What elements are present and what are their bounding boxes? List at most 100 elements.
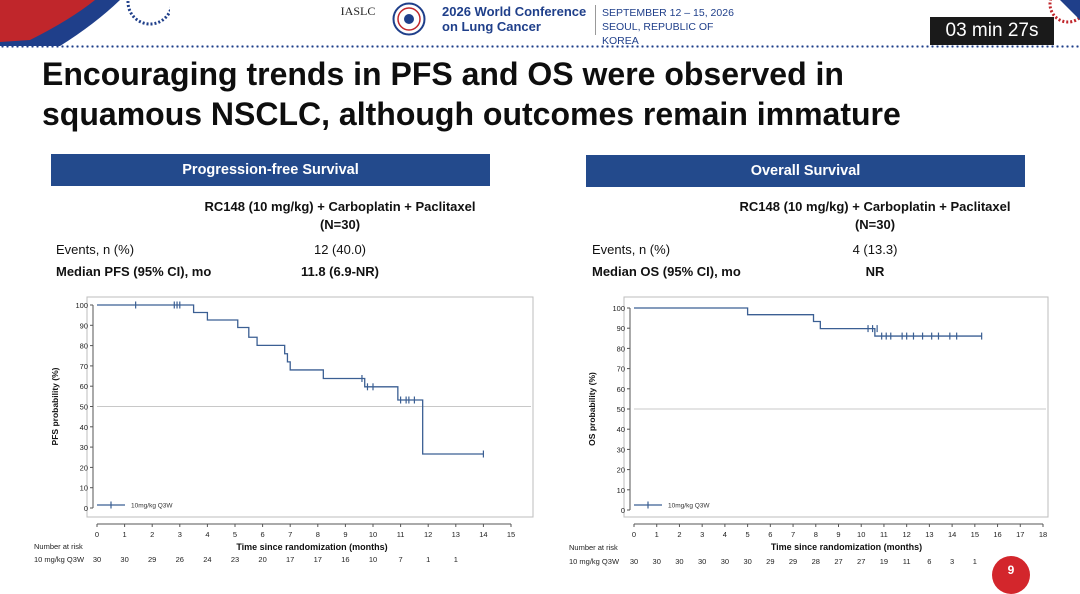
pfs-x-tick-label: 15 (507, 530, 515, 539)
pfs-x-tick-label: 0 (95, 530, 99, 539)
os-x-tick-label: 2 (677, 530, 681, 539)
pfs-risk-table-title: Number at risk (34, 542, 83, 551)
pfs-y-tick-label: 80 (80, 342, 88, 351)
pfs-risk-table-value: 1 (426, 555, 430, 564)
os-median-value: NR (865, 264, 885, 279)
pfs-n-label: (N=30) (319, 217, 361, 232)
pfs-risk-table-value: 29 (148, 555, 156, 564)
os-risk-table-value: 27 (857, 557, 865, 566)
pfs-x-tick-label: 7 (288, 530, 292, 539)
os-plot-frame (623, 296, 1049, 518)
pfs-km-curve (97, 304, 484, 455)
os-x-tick-label: 7 (791, 530, 795, 539)
os-y-tick-label: 80 (617, 344, 625, 353)
os-banner: Overall Survival (586, 155, 1025, 187)
pfs-y-tick-label: 100 (75, 301, 88, 310)
slide-title: Encouraging trends in PFS and OS were ob… (42, 54, 1002, 134)
os-x-tick-label: 1 (655, 530, 659, 539)
os-y-tick-label: 20 (617, 466, 625, 475)
os-km-curve (634, 307, 982, 337)
pfs-y-tick-label: 30 (80, 443, 88, 452)
os-y-tick-label: 90 (617, 324, 625, 333)
pfs-risk-table-value: 17 (286, 555, 294, 564)
os-risk-table-value: 30 (630, 557, 638, 566)
pfs-x-tick-label: 4 (205, 530, 209, 539)
conference-dates-line: SEPTEMBER 12 – 15, 2026 (602, 7, 734, 19)
dotted-divider (0, 44, 1080, 49)
os-treatment-label: RC148 (10 mg/kg) + Carboplatin + Paclita… (739, 199, 1011, 214)
os-events-value: 4 (13.3) (852, 242, 898, 257)
os-legend-label: 10mg/kg Q3W (668, 503, 710, 510)
pfs-x-tick-label: 1 (123, 530, 127, 539)
pfs-risk-table-value: 24 (203, 555, 211, 564)
os-y-tick-label: 50 (617, 405, 625, 414)
pfs-events-value: 12 (40.0) (313, 242, 367, 257)
pfs-y-tick-label: 60 (80, 382, 88, 391)
os-x-tick-label: 3 (700, 530, 704, 539)
os-risk-table-value: 30 (675, 557, 683, 566)
pfs-x-tick-label: 8 (316, 530, 320, 539)
os-risk-table-value: 3 (950, 557, 954, 566)
conference-name: 2026 World Conference on Lung Cancer (442, 4, 592, 34)
pfs-y-tick-label: 90 (80, 321, 88, 330)
os-risk-table-value: 30 (721, 557, 729, 566)
os-x-tick-label: 6 (768, 530, 772, 539)
os-y-tick-label: 30 (617, 445, 625, 454)
os-risk-table-value: 1 (973, 557, 977, 566)
os-y-tick-label: 60 (617, 385, 625, 394)
pfs-risk-table-row-label: 10 mg/kg Q3W (34, 555, 85, 564)
os-risk-table-row-label: 10 mg/kg Q3W (569, 557, 620, 566)
os-risk-table-value: 11 (903, 557, 911, 566)
pfs-risk-table-value: 30 (93, 555, 101, 564)
os-x-tick-label: 0 (632, 530, 636, 539)
pfs-x-tick-label: 2 (150, 530, 154, 539)
os-x-tick-label: 16 (993, 530, 1001, 539)
os-x-tick-label: 5 (746, 530, 750, 539)
pfs-risk-table-value: 10 (369, 555, 377, 564)
pfs-y-tick-label: 10 (80, 484, 88, 493)
decorative-pattern-right (1048, 0, 1080, 24)
os-y-tick-label: 0 (621, 506, 625, 515)
os-risk-table-value: 29 (789, 557, 797, 566)
os-y-tick-label: 70 (617, 365, 625, 374)
os-x-tick-label: 14 (948, 530, 956, 539)
pfs-risk-table-value: 20 (258, 555, 266, 564)
os-x-tick-label: 8 (814, 530, 818, 539)
pfs-risk-table-value: 16 (341, 555, 349, 564)
os-x-tick-label: 13 (925, 530, 933, 539)
os-risk-table-value: 30 (698, 557, 706, 566)
pfs-x-tick-label: 5 (233, 530, 237, 539)
os-n-label: (N=30) (854, 217, 896, 232)
os-events-label: Events, n (%) (592, 242, 671, 257)
pfs-x-tick-label: 6 (261, 530, 265, 539)
conference-name-line1: 2026 World Conference (442, 4, 587, 19)
pfs-x-tick-label: 12 (424, 530, 432, 539)
iaslc-logo: IASLC (340, 4, 376, 18)
slide-title-line1: Encouraging trends in PFS and OS were ob… (42, 56, 844, 92)
conference-name-line2: on Lung Cancer (442, 19, 541, 34)
os-x-tick-label: 17 (1016, 530, 1024, 539)
pfs-x-tick-label: 11 (397, 530, 405, 539)
os-x-tick-label: 9 (836, 530, 840, 539)
pfs-risk-table-value: 26 (176, 555, 184, 564)
pfs-events-label: Events, n (%) (56, 242, 135, 257)
conference-seal-icon (392, 2, 426, 36)
pfs-y-tick-label: 40 (80, 423, 88, 432)
pfs-x-tick-label: 14 (479, 530, 487, 539)
pfs-risk-table-value: 30 (120, 555, 128, 564)
pfs-x-axis-label: Time since randomization (months) (236, 542, 387, 552)
os-x-axis-label: Time since randomization (months) (771, 542, 922, 552)
pfs-y-tick-label: 50 (80, 403, 88, 412)
os-risk-table-value: 6 (927, 557, 931, 566)
os-risk-table-value: 29 (766, 557, 774, 566)
pfs-x-tick-label: 3 (178, 530, 182, 539)
pfs-y-tick-label: 20 (80, 463, 88, 472)
pfs-plot-frame (86, 296, 534, 518)
os-y-tick-label: 10 (617, 486, 625, 495)
pfs-treatment-label: RC148 (10 mg/kg) + Carboplatin + Paclita… (204, 199, 476, 214)
header-divider (595, 5, 596, 35)
pfs-risk-table-value: 1 (454, 555, 458, 564)
os-x-tick-label: 18 (1039, 530, 1047, 539)
